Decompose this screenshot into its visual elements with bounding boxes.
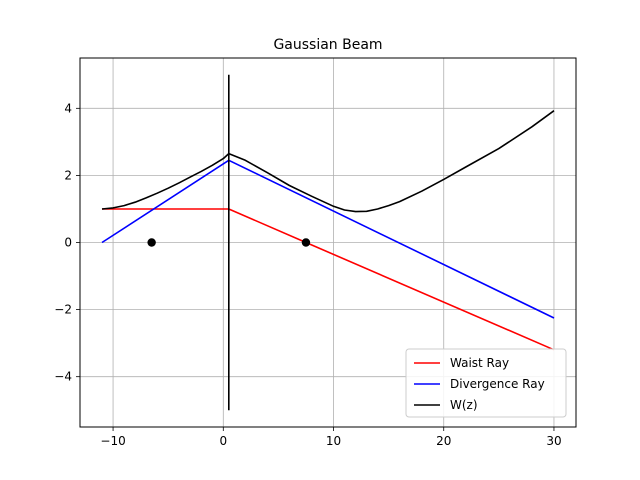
x-tick-label: 0 [219, 434, 227, 448]
x-tick-label: 30 [546, 434, 561, 448]
legend-label-waist-ray: Waist Ray [450, 356, 509, 370]
markers [147, 238, 311, 247]
y-tick-label: 0 [64, 236, 72, 250]
x-tick-label: 20 [436, 434, 451, 448]
x-tick-label: 10 [326, 434, 341, 448]
y-tick-label: 4 [64, 101, 72, 115]
legend-box [405, 348, 567, 418]
chart-title: Gaussian Beam [273, 37, 382, 53]
y-tick-label: 2 [64, 168, 72, 182]
series-line-divergence-ray [101, 159, 555, 319]
series-layer [101, 74, 555, 411]
y-tick-label: −2 [54, 303, 72, 317]
x-tick-label: −10 [100, 434, 125, 448]
marker-point [147, 238, 156, 247]
series-line-waist-ray [102, 208, 555, 351]
series-line-w-z [101, 110, 555, 213]
grid [80, 58, 576, 427]
legend-label-w-z: W(z) [450, 398, 478, 412]
legend-label-divergence-ray: Divergence Ray [450, 377, 545, 391]
y-tick-label: −4 [54, 370, 72, 384]
legend: Waist Ray Divergence Ray W(z) [405, 348, 567, 418]
axis-ticks: −10 0 10 20 30 −4 −2 0 2 4 [54, 101, 561, 448]
marker-point [301, 238, 311, 247]
